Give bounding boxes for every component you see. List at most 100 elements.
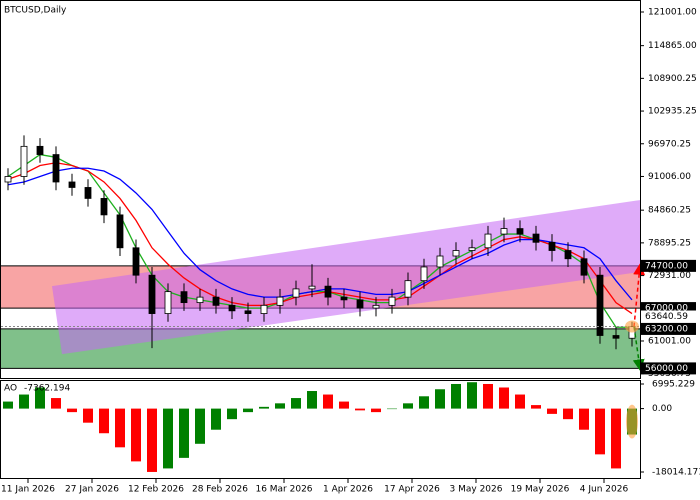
candle-body [36, 145, 44, 155]
ao-bar [323, 394, 333, 409]
level-label: 67000.00 [645, 304, 688, 314]
ao-highlight [626, 404, 638, 439]
ao-bar [579, 408, 589, 430]
candle-body [228, 304, 236, 312]
ao-name: AO [4, 384, 17, 394]
x-tick-label: 12 Feb 2026 [128, 485, 184, 495]
ao-bar [163, 408, 173, 469]
ao-bar [611, 408, 621, 469]
moving-average [7, 153, 632, 328]
ao-tick-label: 0.00 [652, 404, 672, 414]
candle-body [468, 247, 476, 251]
candle-body [132, 247, 140, 276]
candle-body [596, 274, 604, 336]
candle-body [452, 250, 460, 257]
y-tick-label: 91006.00 [648, 172, 691, 182]
candle-body [260, 304, 268, 314]
ao-bar [355, 408, 365, 411]
candle-body [244, 310, 252, 314]
candle-body [68, 181, 76, 188]
level-box [641, 310, 696, 323]
candle-body [324, 285, 332, 298]
ao-bar [307, 391, 317, 409]
candle-body [100, 198, 108, 216]
candle-body [404, 280, 412, 298]
ao-bar [467, 382, 477, 409]
ao-bar [419, 396, 429, 409]
ao-bar [3, 401, 13, 409]
candle-body [180, 291, 188, 304]
candle-body [84, 187, 92, 199]
ao-bar [387, 408, 397, 410]
candle-body [564, 250, 572, 260]
ao-bar [147, 408, 157, 472]
candle-body [532, 233, 540, 243]
x-tick-label: 19 May 2026 [511, 485, 570, 495]
candle-body [52, 154, 60, 183]
y-tick-label: 96970.25 [648, 139, 691, 149]
x-tick-label: 3 May 2026 [450, 485, 503, 495]
moving-average [7, 162, 633, 315]
candle-body [548, 241, 556, 251]
ao-bar [451, 383, 461, 409]
ao-bar [227, 408, 237, 420]
candle-body [436, 255, 444, 268]
ao-bar [99, 408, 109, 434]
indicator-panel-border [0, 380, 641, 479]
x-tick-label: 27 Jan 2026 [65, 485, 119, 495]
ao-bar [435, 389, 445, 409]
ao-bar [595, 408, 605, 455]
y-tick-label: 84860.25 [648, 206, 691, 216]
candle-body [340, 296, 348, 301]
candle-body [212, 296, 220, 306]
candle-body [580, 258, 588, 276]
candle-body [308, 285, 316, 290]
candle-body [356, 299, 364, 309]
ao-bar [563, 408, 573, 420]
ao-bar [499, 387, 509, 409]
candle-body [372, 304, 380, 309]
ao-bar [243, 408, 253, 413]
candle-body [420, 266, 428, 282]
forecast-up-arrow [633, 262, 646, 327]
ao-bar [291, 398, 301, 409]
x-tick-label: 28 Feb 2026 [192, 485, 248, 495]
candle-body [484, 233, 492, 249]
ao-bar [35, 387, 45, 409]
x-tick-label: 4 Jun 2026 [580, 485, 629, 495]
forecast-down-arrow [632, 326, 645, 372]
moving-average [7, 167, 633, 301]
ao-bar [179, 408, 189, 458]
ao-bar [259, 406, 269, 409]
y-tick-label: 102935.25 [648, 107, 697, 117]
candle-body [500, 228, 508, 235]
price-channel [52, 200, 640, 355]
ao-bar [51, 398, 61, 409]
ao-bar [67, 408, 77, 413]
candle-body [516, 228, 524, 235]
level-box [641, 322, 696, 335]
candle-body [276, 296, 284, 306]
candle-body [20, 145, 28, 177]
candle-body [612, 335, 620, 339]
level-label: 74700.00 [645, 261, 688, 271]
candle-body [116, 214, 124, 249]
x-tick-label: 1 Apr 2026 [323, 485, 373, 495]
ao-bar [83, 408, 93, 423]
ao-last-value: -7362.194 [24, 384, 70, 394]
level-label: 63200.00 [645, 324, 688, 334]
x-tick-label: 17 Apr 2026 [384, 485, 440, 495]
level-box [641, 259, 696, 272]
ao-bar [403, 403, 413, 409]
ao-bar [19, 394, 29, 409]
candle-body [196, 296, 204, 304]
candle-body [164, 291, 172, 314]
ao-tick-label: -18014.171 [652, 467, 700, 477]
highlight-circle [625, 320, 639, 333]
y-tick-label: 108900.25 [648, 74, 697, 84]
ao-bar [275, 403, 285, 409]
y-tick-label: 78895.25 [648, 238, 691, 248]
ao-tick-label: 6995.229 [652, 379, 695, 389]
ao-bar [531, 405, 541, 409]
